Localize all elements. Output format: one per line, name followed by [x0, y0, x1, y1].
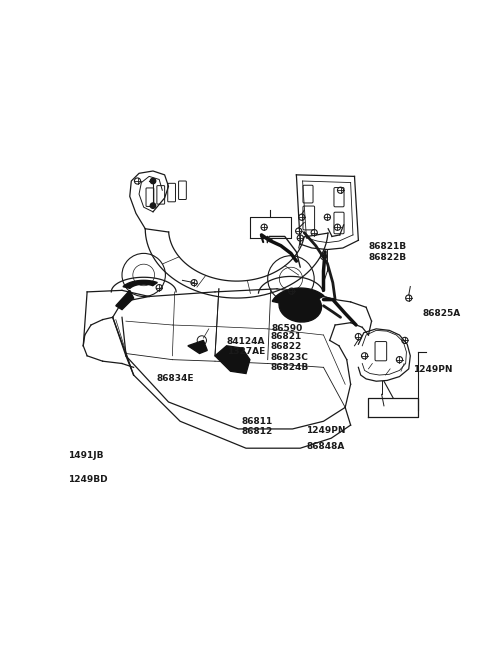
Polygon shape	[272, 288, 324, 303]
Text: 86848A: 86848A	[306, 442, 345, 451]
Circle shape	[150, 178, 156, 183]
Text: 86825A: 86825A	[423, 309, 461, 318]
Text: 1249PN: 1249PN	[306, 426, 346, 435]
Text: 1249PN: 1249PN	[413, 365, 452, 374]
Text: 86811
86812: 86811 86812	[242, 417, 273, 436]
Text: 86590: 86590	[272, 324, 303, 333]
Text: 86834E: 86834E	[157, 375, 194, 383]
Text: 1249BD: 1249BD	[68, 474, 108, 483]
Text: 84124A
1327AE: 84124A 1327AE	[227, 337, 265, 356]
Polygon shape	[116, 290, 133, 310]
Circle shape	[150, 203, 156, 208]
Text: 86821
86822
86823C
86824B: 86821 86822 86823C 86824B	[271, 332, 309, 372]
Polygon shape	[123, 280, 157, 288]
Polygon shape	[188, 341, 207, 354]
Text: 86821B
86822B: 86821B 86822B	[369, 242, 407, 261]
Ellipse shape	[279, 290, 322, 322]
Polygon shape	[215, 346, 250, 373]
Text: 1491JB: 1491JB	[68, 451, 103, 460]
